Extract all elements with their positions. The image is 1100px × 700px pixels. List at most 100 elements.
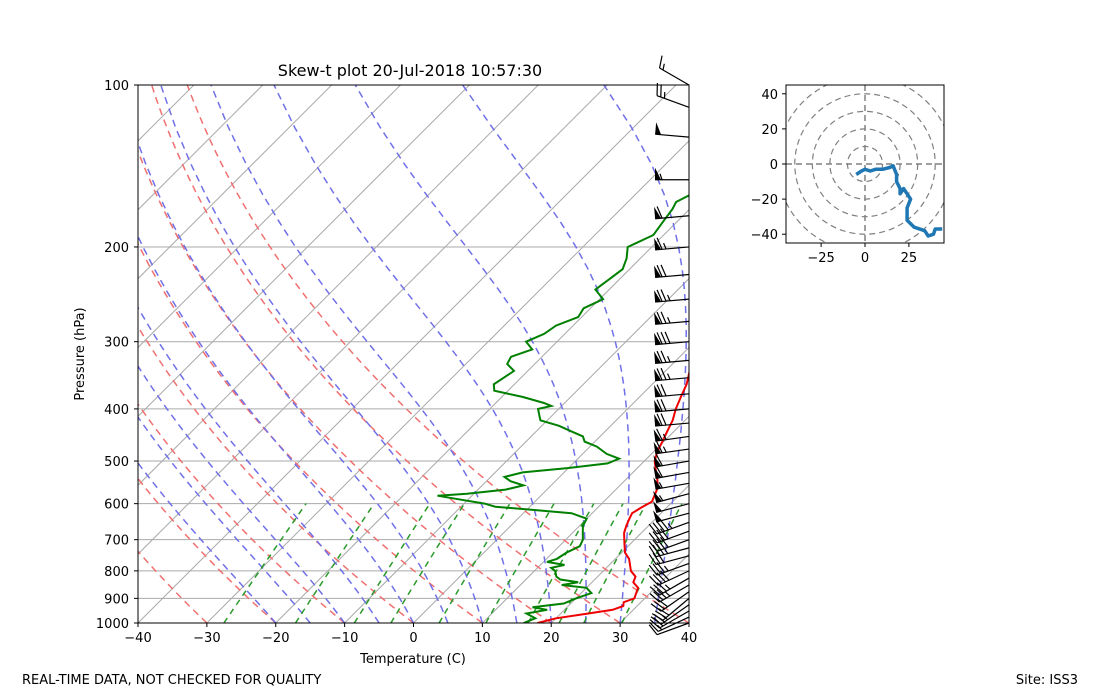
moist-adiabat-line [160, 85, 484, 623]
x-tick-label: −30 [193, 631, 220, 646]
wind-barb-flag [651, 613, 664, 621]
dry-adiabat-line [138, 149, 552, 623]
hodograph-y-tick-label: −20 [751, 193, 778, 208]
wind-barb-flag [656, 538, 666, 549]
wind-barb [654, 350, 690, 364]
wind-barb-staff [659, 610, 690, 629]
wind-barb-staff [660, 604, 690, 625]
moist-adiabat-line [273, 85, 553, 623]
wind-barb-flag [656, 311, 663, 324]
hodograph-y-tick-label: 0 [770, 158, 778, 173]
wind-barb-half-flag [664, 584, 671, 590]
mixing-ratio-line [583, 503, 647, 623]
site-label: Site: ISS3 [1015, 673, 1078, 688]
dry-adiabat-line [138, 402, 346, 623]
hodograph-y-tick-label: 20 [761, 123, 778, 138]
y-tick-label: 900 [104, 592, 129, 607]
moist-adiabat-line [138, 415, 311, 623]
wind-barb-staff [662, 597, 690, 621]
wind-barb-half-flag [663, 547, 669, 554]
wind-barb-flag [664, 331, 671, 344]
mixing-ratio-line [485, 503, 555, 623]
x-tick-label: 0 [409, 631, 417, 646]
y-tick-label: 200 [104, 241, 129, 256]
wind-barb-staff [657, 616, 690, 632]
chart-title: Skew-t plot 20-Jul-2018 10:57:30 [278, 61, 542, 80]
wind-barb-flag [656, 428, 663, 441]
wind-barb-staff [659, 584, 690, 603]
wind-barb-flag [648, 553, 657, 565]
wind-barb-flag [648, 541, 658, 552]
wind-barb-flag [656, 384, 663, 397]
wind-barb-flag [656, 264, 663, 278]
x-tick-label: 40 [681, 631, 698, 646]
hodograph-x-tick-label: −25 [807, 251, 834, 266]
dewpoint-series-line [437, 194, 689, 623]
x-tick-label: −40 [124, 631, 151, 646]
mixing-ratio-line [438, 503, 511, 623]
wind-barb-flag [649, 586, 660, 596]
hodograph-x-tick-label: 25 [901, 251, 918, 266]
dry-adiabat-line [186, 85, 689, 623]
wind-barb-staff [655, 482, 690, 490]
isobar-gridlines [138, 85, 689, 623]
wind-barb [653, 490, 690, 504]
wind-barb-flag [659, 519, 669, 531]
y-tick-label: 100 [104, 79, 129, 94]
wind-barb-flag [653, 584, 664, 594]
y-axis-title: Pressure (hPa) [73, 307, 88, 400]
wind-barb-pennant [653, 510, 662, 522]
wind-barb-half-flag [658, 495, 664, 502]
wind-barb [655, 122, 690, 138]
isotherm-line [344, 277, 689, 623]
wind-barb-pennant [655, 122, 662, 135]
moist-adiabat-line [210, 85, 518, 623]
wind-barb [654, 367, 690, 382]
wind-barb [653, 510, 690, 523]
x-tick-label: 30 [612, 631, 629, 646]
wind-barb-flag [656, 237, 663, 250]
wind-barb-flag [652, 563, 662, 575]
wind-barb-staff [656, 555, 690, 566]
moist-adiabat-line [603, 85, 687, 623]
wind-barb [648, 543, 690, 558]
wind-barb-flag [656, 332, 663, 345]
wind-barb [651, 597, 690, 621]
wind-barb-half-flag [667, 316, 671, 324]
wind-barb-flag [649, 621, 659, 632]
wind-barb [653, 428, 690, 442]
wind-barb-staff [655, 377, 690, 382]
wind-barb [648, 551, 690, 566]
mixing-ratio-lines [223, 503, 683, 623]
wind-barb-flag [656, 520, 666, 532]
wind-barb [655, 167, 689, 181]
wind-barb [654, 383, 690, 398]
wind-barb-staff [659, 577, 690, 596]
wind-barb [653, 465, 690, 479]
isotherm-gridlines [138, 85, 689, 623]
wind-barb-pennant [654, 332, 662, 345]
wind-barb-flag [655, 454, 663, 467]
wind-barb-flag [656, 289, 663, 302]
dry-adiabat-line [138, 325, 414, 623]
wind-barb-pennant [653, 429, 662, 442]
wind-barb [648, 536, 690, 552]
wind-barb-flag [652, 531, 662, 542]
wind-barb-flag [660, 413, 667, 426]
wind-barb [654, 237, 690, 251]
wind-barb-staff [656, 530, 690, 544]
wind-barb-pennant [654, 384, 662, 397]
wind-barb-pennant [654, 265, 662, 278]
y-tick-label: 600 [104, 498, 129, 513]
wind-barbs [648, 55, 690, 636]
wind-barb [654, 413, 690, 427]
wind-barb-flag [648, 523, 658, 535]
wind-barb-flag [648, 624, 658, 636]
wind-barb [654, 289, 690, 303]
wind-barb-flag [659, 536, 669, 548]
hodograph-y-tick-label: −40 [751, 228, 778, 243]
wind-barb [653, 500, 690, 514]
wind-barb-flag [648, 545, 657, 557]
isotherm-line [138, 85, 401, 349]
